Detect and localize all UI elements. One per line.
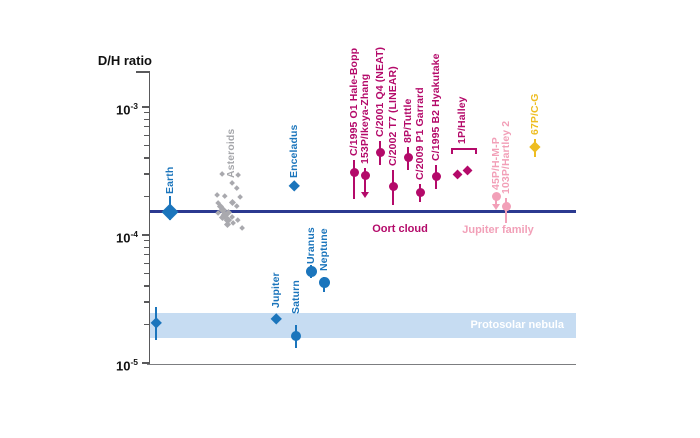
minor-tick [144,195,149,198]
linear-label: C/2002 T7 (LINEAR) [387,66,399,166]
enceladus-label: Enceladus [288,124,300,178]
minor-tick [144,134,149,136]
halley-bracket-end [475,148,477,154]
minor-tick [144,254,149,256]
67p-cg-label: 67P/C-G [529,93,541,135]
minor-tick [144,285,149,287]
minor-tick [144,272,149,275]
minor-tick [144,144,149,147]
halley-label: 1P/Halley [456,96,468,144]
minor-tick [144,240,149,242]
hale-bopp-error-bar [352,160,356,200]
uranus-marker [305,265,317,277]
hartley-2-marker [501,201,511,211]
minor-tick [144,301,149,303]
asteroid-point [223,221,231,229]
protosolar-nebula-caption: Protosolar nebula [470,319,564,331]
tuttle-marker [403,152,413,162]
ikeya-zhang-limit-stem [363,175,367,194]
asteroids-label: Asteroids [225,128,237,178]
major-tick [141,234,149,236]
asteroid-point [234,185,240,191]
asteroid-point [213,192,220,199]
asteroid-point [229,220,236,227]
tuttle-label: 8P/Tuttle [402,98,414,143]
minor-tick [144,323,149,326]
ikeya-zhang-label: 153P/Ikeya-Zhang [359,73,371,164]
major-tick [141,106,149,108]
tick-label: 10-3 [115,101,138,118]
minor-tick [144,112,149,114]
earth-ocean-water-line [150,209,576,213]
minor-tick [144,157,149,159]
asteroid-point [238,225,245,232]
neptune-marker [318,277,330,289]
neat-marker [375,148,385,158]
hartley-2-label: 103P/Hartley 2 [500,120,512,194]
halley-bracket [451,148,475,150]
hale-bopp-label: C/1995 O1 Hale-Bopp [348,47,360,156]
jupiter-label: Jupiter [270,272,282,308]
x-axis [147,363,576,365]
y-axis [148,71,150,365]
earth-label: Earth [164,166,176,194]
minor-tick [144,262,149,264]
tick-label: 10-4 [115,229,138,246]
45p-hmp-down-arrow-icon [492,203,500,210]
halley-bracket-end [451,148,453,154]
garrard-label: C/2009 P1 Garrard [414,87,426,180]
major-tick [141,362,149,364]
45p-hmp-marker [491,191,501,201]
minor-tick [144,173,149,175]
earth-marker [161,203,179,221]
enceladus-marker [287,180,300,193]
garrard-marker [415,188,425,198]
neptune-label: Neptune [318,228,330,271]
asteroid-point [236,194,243,201]
hale-bopp-marker [349,167,359,177]
ikeya-zhang-down-arrow-icon [361,191,369,198]
minor-tick [144,246,149,248]
hyakutake-label: C/1995 B2 Hyakutake [430,53,442,161]
neat-label: C/2001 Q4 (NEAT) [374,46,386,137]
asteroid-point [222,193,228,199]
asteroid-point [228,179,235,186]
minor-tick [144,118,149,120]
halley-point-2-marker [462,165,473,176]
asteroid-point [234,203,240,209]
saturn-marker [291,330,301,341]
halley-point-1-marker [452,169,463,180]
protosolar-nebula-band [150,313,576,338]
oort-cloud-caption: Oort cloud [372,223,428,235]
asteroid-point [235,217,241,223]
hyakutake-marker [431,172,441,182]
minor-tick [144,126,149,128]
axis-top-cap [136,71,150,73]
67p-cg-marker [529,141,541,153]
y-axis-title: D/H ratio [97,53,152,68]
linear-marker [388,181,398,191]
uranus-label: Uranus [305,227,317,264]
jupiter-family-caption: Jupiter family [462,224,534,236]
saturn-label: Saturn [290,280,302,314]
tick-label: 10-5 [115,357,138,374]
ikeya-zhang-marker [360,171,370,181]
